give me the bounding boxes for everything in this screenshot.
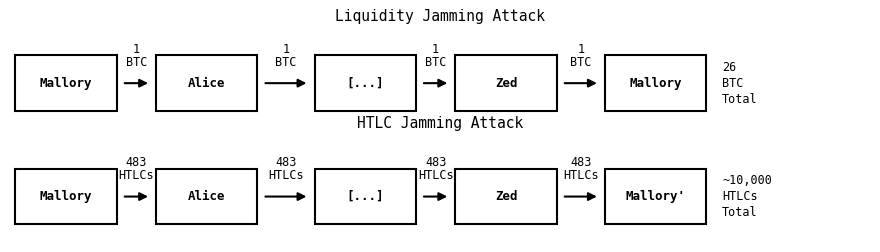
Text: BTC: BTC xyxy=(126,56,147,69)
Text: 1: 1 xyxy=(432,43,439,56)
Text: [...]: [...] xyxy=(347,190,384,203)
Text: 483: 483 xyxy=(570,156,591,169)
FancyBboxPatch shape xyxy=(605,169,706,224)
Text: Mallory: Mallory xyxy=(40,190,92,203)
Text: 483: 483 xyxy=(425,156,446,169)
Text: BTC: BTC xyxy=(425,56,446,69)
Text: Liquidity Jamming Attack: Liquidity Jamming Attack xyxy=(335,9,545,24)
FancyBboxPatch shape xyxy=(315,55,415,111)
FancyBboxPatch shape xyxy=(157,55,258,111)
Text: HTLCs: HTLCs xyxy=(563,169,598,182)
Text: Zed: Zed xyxy=(495,190,517,203)
FancyBboxPatch shape xyxy=(456,55,556,111)
Text: HTLCs: HTLCs xyxy=(418,169,453,182)
Text: 1: 1 xyxy=(577,43,584,56)
Text: 483: 483 xyxy=(126,156,147,169)
Text: Mallory: Mallory xyxy=(629,77,682,90)
Text: 1: 1 xyxy=(282,43,290,56)
Text: Mallory: Mallory xyxy=(40,77,92,90)
FancyBboxPatch shape xyxy=(157,169,258,224)
Text: Zed: Zed xyxy=(495,77,517,90)
Text: 26
BTC
Total: 26 BTC Total xyxy=(722,61,758,106)
Text: Alice: Alice xyxy=(188,190,225,203)
FancyBboxPatch shape xyxy=(456,169,556,224)
FancyBboxPatch shape xyxy=(15,169,116,224)
FancyBboxPatch shape xyxy=(605,55,706,111)
Text: 1: 1 xyxy=(133,43,140,56)
Text: BTC: BTC xyxy=(275,56,297,69)
Text: HTLCs: HTLCs xyxy=(119,169,154,182)
Text: Alice: Alice xyxy=(188,77,225,90)
Text: ~10,000
HTLCs
Total: ~10,000 HTLCs Total xyxy=(722,174,772,219)
Text: BTC: BTC xyxy=(570,56,591,69)
Text: 483: 483 xyxy=(275,156,297,169)
FancyBboxPatch shape xyxy=(315,169,415,224)
Text: HTLCs: HTLCs xyxy=(268,169,304,182)
Text: HTLC Jamming Attack: HTLC Jamming Attack xyxy=(357,116,523,131)
FancyBboxPatch shape xyxy=(15,55,116,111)
Text: Mallory': Mallory' xyxy=(626,190,686,203)
Text: [...]: [...] xyxy=(347,77,384,90)
